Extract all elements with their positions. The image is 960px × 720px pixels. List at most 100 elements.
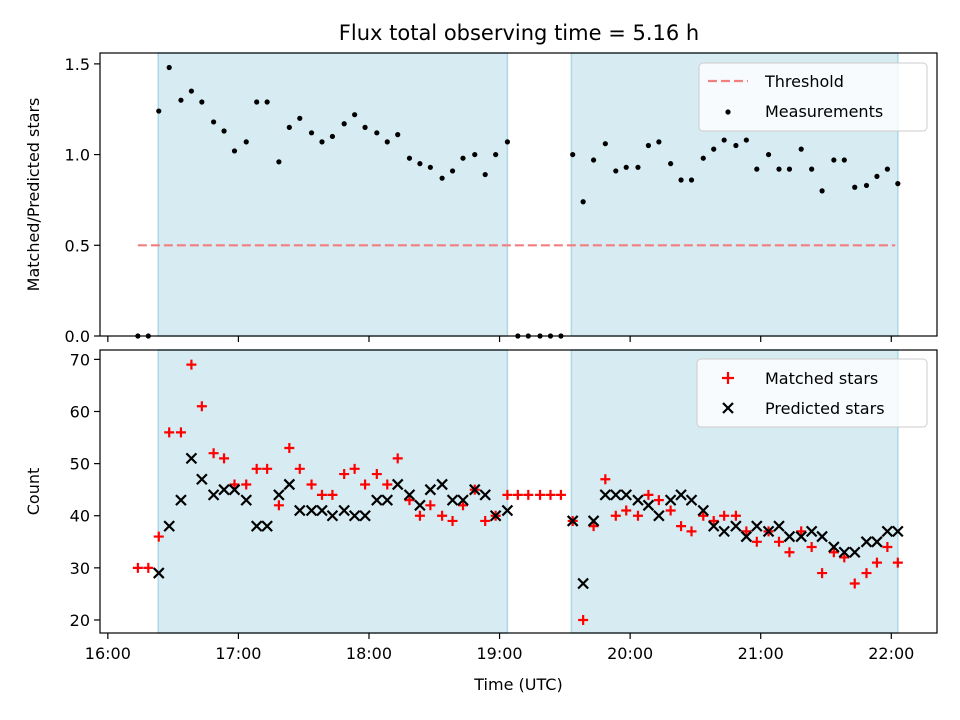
matched-star-marker (382, 479, 393, 490)
predicted-star-marker (566, 515, 579, 527)
predicted-star-marker (783, 530, 796, 543)
measurement-point (776, 166, 782, 172)
predicted-star-marker (457, 494, 469, 506)
measurement-point (211, 119, 217, 125)
predicted-star-marker (468, 483, 481, 496)
predicted-star-marker (577, 577, 589, 590)
matched-star-marker (796, 526, 807, 537)
matched-star-marker (730, 510, 741, 521)
predicted-star-marker (348, 509, 361, 522)
y-axis-label: Count (24, 468, 43, 516)
matched-star-marker (588, 521, 599, 532)
predicted-star-marker (436, 478, 448, 491)
predicted-star-marker (632, 494, 644, 506)
predicted-star-marker (762, 525, 775, 538)
predicted-star-marker (664, 494, 677, 506)
measurement-point (384, 139, 390, 145)
measurement-point (374, 130, 380, 136)
ratio-panel: 0.0 0.5 1.0 1.5 Matched/Predicted stars Thres… (24, 52, 938, 346)
matched-star-marker (774, 536, 785, 547)
predicted-star-marker (599, 489, 612, 501)
measurement-point (819, 188, 825, 194)
predicted-star-marker (718, 525, 730, 538)
measurement-point (678, 177, 684, 183)
matched-star-marker (437, 510, 448, 521)
matched-star-marker (480, 515, 491, 526)
measurement-point (895, 181, 901, 187)
matched-star-marker (698, 510, 709, 521)
measurement-point (482, 171, 488, 178)
legend-box (696, 358, 928, 428)
count-legend: Matched stars Predicted stars (696, 358, 928, 428)
predicted-star-marker (653, 509, 665, 522)
predicted-star-marker (479, 489, 491, 501)
measurement-point (362, 124, 368, 130)
matched-star-marker (306, 479, 317, 490)
legend-predicted-swatch (722, 402, 734, 414)
matched-star-marker (273, 500, 284, 511)
measurement-point (199, 99, 205, 105)
measurement-point (874, 173, 880, 179)
measurement-point (231, 148, 238, 154)
predicted-star-marker (871, 536, 883, 548)
matched-star-marker (555, 489, 566, 500)
figure-title: Flux total observing time = 5.16 h (339, 21, 699, 45)
matched-star-marker (414, 510, 425, 521)
measurement-point (417, 161, 423, 167)
x-tick-label: 20:00 (607, 644, 653, 663)
measurement-point (863, 182, 870, 189)
measurement-point (852, 184, 858, 190)
matched-star-marker (882, 542, 893, 553)
predicted-star-marker (773, 520, 785, 532)
measurement-point (570, 151, 576, 158)
measurement-point (743, 137, 749, 143)
y-tick-label: 20 (70, 611, 90, 630)
matched-star-marker (686, 526, 697, 537)
predicted-star-marker (805, 525, 818, 538)
matched-star-marker (241, 479, 252, 490)
legend-measurements-swatch (725, 109, 731, 115)
matched-star-marker (751, 536, 762, 547)
matched-star-marker (339, 469, 350, 480)
predicted-star-marker (391, 478, 404, 491)
predicted-star-marker (261, 520, 273, 532)
matched-star-marker (132, 562, 143, 573)
measurement-point (221, 128, 227, 134)
measurement-point (395, 132, 401, 138)
predicted-star-marker (218, 483, 230, 496)
matched-star-marker (294, 463, 305, 474)
matched-star-marker (143, 562, 154, 573)
predicted-star-marker (642, 499, 655, 512)
matched-star-marker (839, 552, 850, 563)
matched-star-marker (349, 463, 360, 474)
measurement-point (623, 164, 629, 170)
measurement-point (656, 139, 662, 145)
predicted-star-marker (250, 520, 263, 532)
predicted-star-marker (730, 520, 742, 532)
matched-star-marker (643, 489, 654, 500)
observing-interval-shade (157, 52, 509, 337)
measurement-point (884, 166, 890, 172)
matched-star-marker (502, 489, 513, 500)
predicted-star-marker (207, 489, 220, 501)
predicted-star-marker (163, 520, 175, 532)
measurement-point (711, 146, 717, 152)
x-tick-label: 16:00 (85, 644, 131, 663)
axes-frame (99, 52, 938, 337)
measurement-point (733, 142, 739, 149)
y-tick-label: 60 (70, 402, 90, 421)
matched-star-marker (219, 453, 230, 464)
matched-star-marker (871, 557, 882, 568)
predicted-star-marker (697, 504, 710, 517)
predicted-star-marker (273, 489, 285, 501)
matched-star-marker (371, 469, 382, 480)
measurement-point (668, 161, 674, 167)
matched-star-marker (229, 479, 240, 490)
x-tick-label: 17:00 (215, 644, 261, 663)
y-tick-label: 1.5 (65, 55, 90, 74)
measurement-point (297, 115, 303, 121)
predicted-star-marker (620, 489, 633, 501)
matched-star-marker (632, 510, 643, 521)
predicted-star-marker (283, 478, 296, 491)
